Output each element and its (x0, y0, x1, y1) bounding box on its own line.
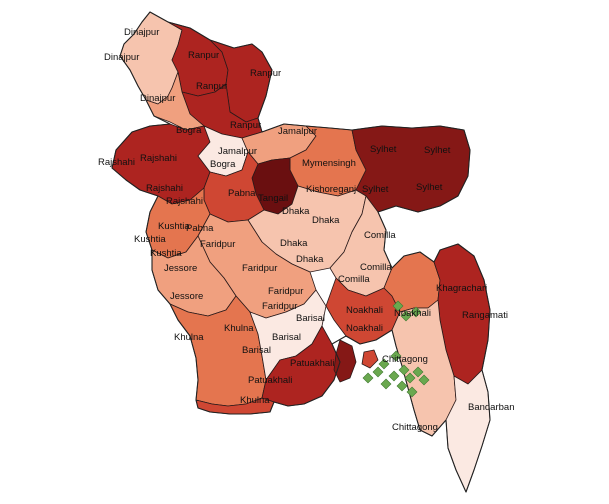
label-ranpur: Ranpur (230, 120, 261, 131)
label-rangamati: Rangamati (462, 310, 508, 321)
label-sylhet: Sylhet (370, 144, 397, 155)
label-rajshahi: Rajshahi (166, 196, 203, 207)
diamond-marker (418, 374, 430, 386)
label-rajshahi: Rajshahi (98, 157, 135, 168)
label-sylhet: Sylhet (424, 145, 451, 156)
label-sylhet: Sylhet (362, 184, 389, 195)
label-sylhet: Sylhet (416, 182, 443, 193)
diamond-marker (392, 300, 404, 312)
label-faridpur: Faridpur (242, 263, 277, 274)
label-jessore: Jessore (164, 263, 197, 274)
label-chittagong: Chittagong (392, 422, 438, 433)
diamond-marker (398, 364, 410, 376)
label-dinajpur: Dinajpur (140, 93, 175, 104)
label-kushtia: Kushtia (158, 221, 190, 232)
label-dinajpur: Dinajpur (104, 52, 139, 63)
diamond-marker (404, 372, 416, 384)
label-jamalpur: Jamalpur (218, 146, 257, 157)
label-kushtia: Kushtia (134, 234, 166, 245)
label-patuakhali: Patuakhali (290, 358, 334, 369)
diamond-marker (410, 306, 422, 318)
region-hatiya-island[interactable] (361, 349, 379, 369)
label-dhaka: Dhaka (296, 254, 324, 265)
country-outline (111, 11, 491, 493)
diamond-marker (362, 372, 374, 384)
label-faridpur: Faridpur (200, 239, 235, 250)
label-rajshahi: Rajshahi (146, 183, 183, 194)
label-comilla: Comilla (360, 262, 392, 273)
diamond-marker (412, 366, 424, 378)
label-comilla: Comilla (364, 230, 396, 241)
label-noakhali: Noakhali (346, 323, 383, 334)
label-barisal: Barisal (272, 332, 301, 343)
map-labels: Dinajpur Dinajpur Dinajpur Ranpur Ranpur… (98, 27, 514, 433)
label-ranpur: Ranpur (196, 81, 227, 92)
label-dhaka: Dhaka (280, 238, 308, 249)
diamond-marker (396, 380, 408, 392)
diamond-marker (380, 378, 392, 390)
label-pabna: Pabna (228, 188, 256, 199)
label-jessore: Jessore (170, 291, 203, 302)
markers (362, 300, 430, 398)
label-kushtia: Kushtia (150, 248, 182, 259)
region-dinajpur-south[interactable] (145, 71, 205, 131)
label-noakhali: Noakhali (394, 308, 431, 319)
label-barisal: Barisal (296, 313, 325, 324)
label-jamalpur: Jamalpur (278, 126, 317, 137)
label-ranpur: Ranpur (188, 50, 219, 61)
label-patuakhali: Patuakhali (248, 375, 292, 386)
label-mymensingh: Mymensingh (302, 158, 356, 169)
label-barisal: Barisal (242, 345, 271, 356)
label-dinajpur: Dinajpur (124, 27, 159, 38)
region-bhola-island[interactable] (333, 339, 357, 383)
label-bandarban: Bandarban (468, 402, 514, 413)
label-chittagong: Chittagong (382, 354, 428, 365)
label-faridpur: Faridpur (268, 286, 303, 297)
label-tangail: Tangail (258, 193, 288, 204)
diamond-marker (390, 350, 402, 362)
label-khulna: Khulna (174, 332, 204, 343)
label-khagrachari: Khagrachari (436, 283, 487, 294)
label-pabna: Pabna (186, 223, 214, 234)
diamond-marker (406, 386, 418, 398)
district-regions (111, 11, 491, 493)
label-dhaka: Dhaka (312, 215, 340, 226)
diamond-marker (388, 370, 400, 382)
label-faridpur: Faridpur (262, 301, 297, 312)
label-noakhali: Noakhali (346, 305, 383, 316)
label-ranpur: Ranpur (250, 68, 281, 79)
label-dhaka: Dhaka (282, 206, 310, 217)
label-kishoreganj: Kishoreganj (306, 184, 356, 195)
label-khulna: Khulna (240, 395, 270, 406)
label-rajshahi: Rajshahi (140, 153, 177, 164)
label-khulna: Khulna (224, 323, 254, 334)
diamond-marker (378, 358, 390, 370)
label-comilla: Comilla (338, 274, 370, 285)
diamond-marker (400, 310, 412, 322)
label-bogra: Bogra (176, 125, 202, 136)
label-bogra: Bogra (210, 159, 236, 170)
diamond-marker (372, 366, 384, 378)
